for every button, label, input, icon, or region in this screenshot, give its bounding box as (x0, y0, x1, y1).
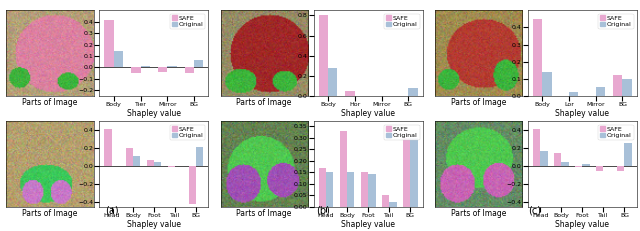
Bar (328, 68, 337, 96)
Bar (340, 131, 347, 207)
Text: (b): (b) (316, 206, 330, 216)
Bar (561, 162, 568, 166)
X-axis label: Parts of Image: Parts of Image (451, 209, 506, 218)
Bar (623, 79, 632, 96)
Bar (194, 60, 204, 67)
Bar (131, 67, 141, 73)
Bar (168, 166, 175, 167)
Legend: SAFE, Original: SAFE, Original (384, 14, 419, 29)
Bar (346, 91, 355, 96)
Bar (185, 67, 194, 73)
Bar (382, 195, 389, 207)
X-axis label: Shapley value: Shapley value (341, 220, 395, 229)
Bar (147, 160, 154, 166)
X-axis label: Shapley value: Shapley value (127, 220, 181, 229)
Bar (596, 87, 605, 96)
X-axis label: Shapley value: Shapley value (556, 109, 609, 118)
X-axis label: Shapley value: Shapley value (341, 109, 395, 118)
X-axis label: Shapley value: Shapley value (127, 109, 181, 118)
Bar (114, 51, 123, 67)
Bar (319, 15, 328, 96)
Bar (319, 167, 326, 207)
Bar (540, 151, 548, 166)
Bar (347, 172, 355, 207)
X-axis label: Parts of Image: Parts of Image (236, 209, 292, 218)
X-axis label: Parts of Image: Parts of Image (451, 98, 506, 107)
Bar (158, 67, 167, 72)
Bar (104, 129, 112, 166)
Text: (a): (a) (105, 206, 119, 216)
Bar (575, 166, 582, 167)
Bar (596, 166, 604, 171)
Bar (617, 166, 625, 171)
Bar (368, 174, 376, 207)
Legend: SAFE, Original: SAFE, Original (170, 125, 205, 140)
Bar (104, 19, 114, 67)
Bar (133, 155, 140, 166)
Legend: SAFE, Original: SAFE, Original (598, 14, 634, 29)
Bar (141, 66, 150, 67)
Bar (167, 66, 177, 67)
Bar (361, 172, 368, 207)
Bar (613, 75, 623, 96)
Bar (410, 137, 418, 207)
X-axis label: Parts of Image: Parts of Image (22, 209, 77, 218)
Bar (125, 148, 133, 166)
Bar (554, 153, 561, 166)
Bar (196, 146, 204, 166)
Bar (154, 162, 161, 166)
Bar (532, 19, 542, 96)
Bar (326, 172, 333, 207)
Bar (532, 129, 540, 166)
Bar (389, 202, 397, 207)
Legend: SAFE, Original: SAFE, Original (384, 125, 419, 140)
Bar (542, 72, 552, 96)
Bar (403, 137, 410, 207)
X-axis label: Parts of Image: Parts of Image (22, 98, 77, 107)
Bar (569, 92, 579, 96)
Legend: SAFE, Original: SAFE, Original (598, 125, 634, 140)
X-axis label: Parts of Image: Parts of Image (236, 98, 292, 107)
Bar (582, 164, 589, 166)
Bar (189, 166, 196, 204)
Bar (408, 88, 418, 96)
X-axis label: Shapley value: Shapley value (556, 220, 609, 229)
Text: (c): (c) (528, 206, 541, 216)
Legend: SAFE, Original: SAFE, Original (170, 14, 205, 29)
Bar (625, 143, 632, 166)
